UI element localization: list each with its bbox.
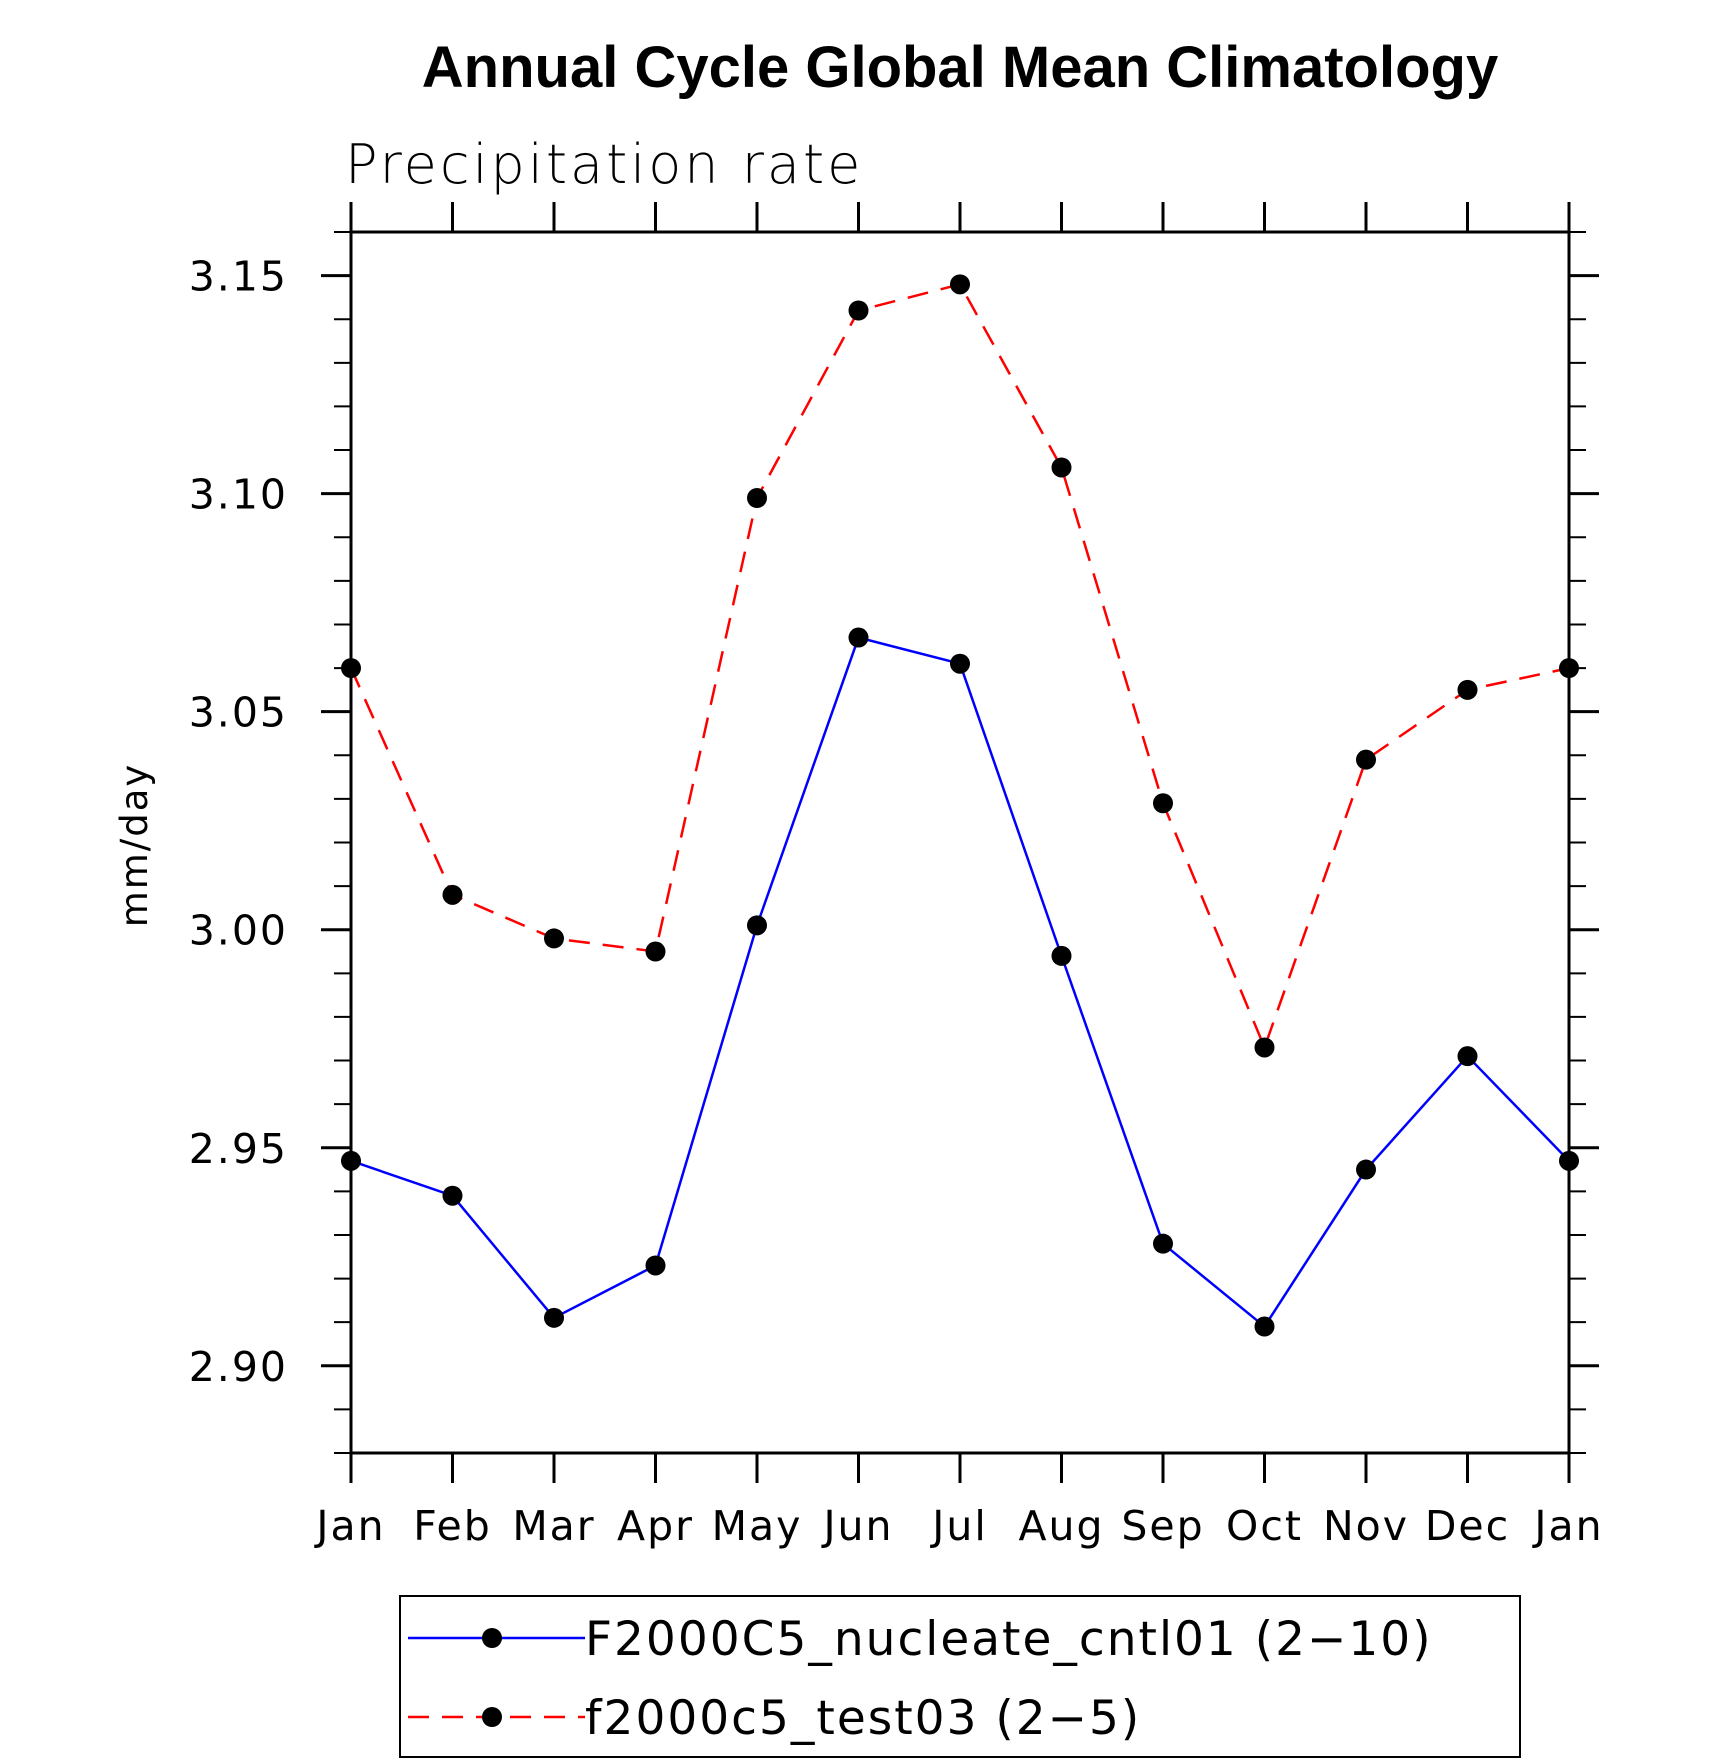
data-point (950, 653, 970, 674)
x-tick-labels: Jan Feb Mar Apr May Jun Jul Aug Sep Oct Nov Dec Jan (313, 1502, 1603, 1550)
data-point (1051, 945, 1072, 966)
y-tick-label: 2.90 (189, 1343, 288, 1391)
data-point (950, 274, 970, 295)
x-tick-label: Mar (512, 1502, 595, 1550)
series-line (350, 636, 1570, 1329)
chart-subtitle: Precipitation rate (345, 133, 863, 196)
x-tick-label: May (712, 1502, 803, 1550)
data-point (1051, 457, 1072, 478)
x-tick-label: Oct (1226, 1502, 1303, 1550)
data-point (848, 627, 869, 648)
data-point (1457, 679, 1478, 700)
series-2 (341, 274, 1579, 1058)
x-tick-label: Feb (413, 1502, 492, 1550)
series-layer (341, 274, 1579, 1337)
y-tick-label: 3.00 (189, 907, 288, 955)
x-tick-label: Jul (929, 1502, 987, 1550)
legend-marker (482, 1628, 502, 1648)
data-point (544, 1307, 564, 1328)
legend: F2000C5_nucleate_cntl01 (2−10) f2000c5_te… (399, 1595, 1521, 1758)
data-point (1153, 793, 1173, 814)
x-tick-label: Dec (1425, 1502, 1510, 1550)
data-point (1559, 1150, 1579, 1171)
x-tick-label: Aug (1018, 1502, 1104, 1550)
y-tick-label: 3.10 (189, 471, 288, 519)
x-tick-label: Sep (1121, 1502, 1204, 1550)
x-tick-label: Jun (820, 1502, 893, 1550)
legend-label: f2000c5_test03 (2−5) (585, 1691, 1141, 1746)
data-point (341, 658, 361, 679)
data-point (1356, 1159, 1376, 1180)
data-point (1254, 1316, 1275, 1337)
x-tick-label: Jan (313, 1502, 385, 1550)
data-point (848, 300, 869, 321)
legend-entry-2: f2000c5_test03 (2−5) (408, 1691, 1141, 1746)
y-tick-label: 3.15 (189, 253, 288, 301)
legend-marker (482, 1707, 502, 1727)
y-tick-label: 3.05 (189, 689, 288, 737)
data-point (1153, 1233, 1173, 1254)
x-tick-label: Jan (1531, 1502, 1603, 1550)
legend-label: F2000C5_nucleate_cntl01 (2−10) (585, 1612, 1433, 1667)
data-point (442, 1185, 463, 1206)
data-point (341, 1150, 361, 1171)
axes (321, 202, 1599, 1483)
y-axis-label: mm/day (113, 763, 156, 928)
data-point (544, 928, 564, 949)
data-point (747, 915, 767, 936)
data-point (1254, 1037, 1275, 1058)
data-point (1559, 658, 1579, 679)
data-point (442, 884, 463, 905)
data-point (747, 488, 767, 509)
y-tick-labels: 2.90 2.95 3.00 3.05 3.10 3.15 (189, 253, 288, 1391)
data-point (1356, 749, 1376, 770)
x-tick-label: Apr (617, 1502, 694, 1550)
series-1 (341, 627, 1579, 1337)
data-point (645, 1255, 666, 1276)
data-point (1457, 1046, 1478, 1067)
legend-entries: F2000C5_nucleate_cntl01 (2−10) f2000c5_te… (408, 1612, 1433, 1746)
y-tick-label: 2.95 (189, 1125, 288, 1173)
chart-title: Annual Cycle Global Mean Climatology (422, 35, 1498, 100)
plot-frame (349, 230, 1571, 1455)
legend-box (399, 1595, 1521, 1758)
legend-entry-1: F2000C5_nucleate_cntl01 (2−10) (408, 1612, 1433, 1667)
data-point (645, 941, 666, 962)
x-tick-label: Nov (1323, 1502, 1409, 1550)
